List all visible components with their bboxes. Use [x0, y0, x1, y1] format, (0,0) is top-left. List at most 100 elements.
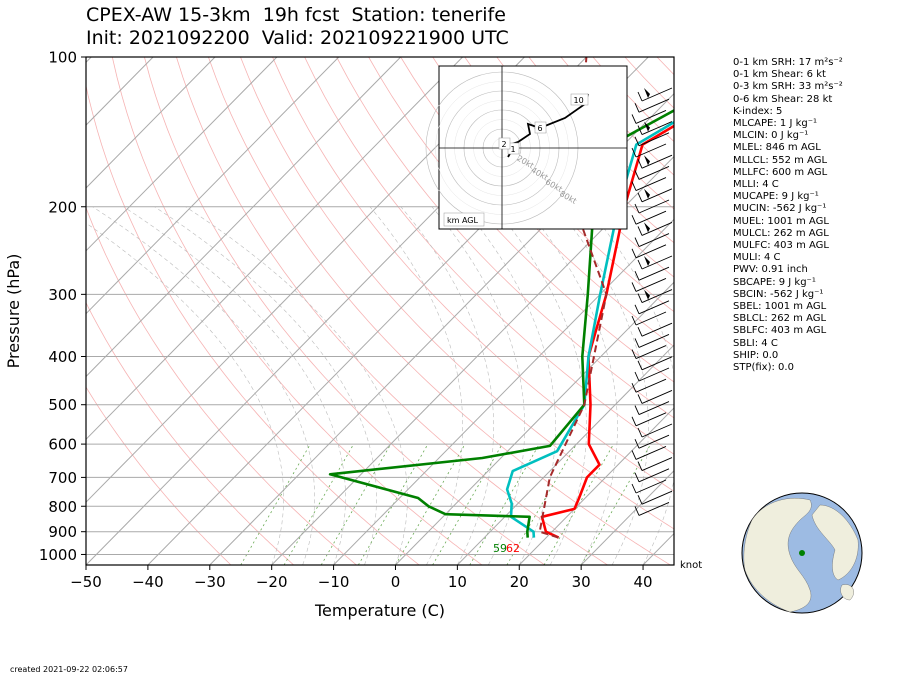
isotherm	[86, 57, 402, 378]
hodograph-label-box	[498, 137, 511, 150]
chart-title: CPEX-AW 15-3km 19h fcst Station: tenerif…	[86, 4, 506, 26]
moist-adiabat	[154, 206, 377, 565]
x-tick-label: 0	[391, 573, 401, 591]
wind-barb	[641, 356, 673, 371]
y-tick-label: 200	[48, 198, 77, 216]
x-tick-label: 20	[510, 573, 529, 591]
wind-barb-feather	[634, 304, 640, 314]
dry-adiabat	[176, 57, 608, 565]
y-tick-label: 300	[48, 286, 77, 304]
chart-subtitle: Init: 2021092200 Valid: 202109221900 UTC	[86, 27, 509, 49]
mixing-ratio-line	[240, 443, 311, 565]
wind-barb-feather	[637, 461, 643, 471]
wind-barb	[635, 109, 667, 124]
isotherm	[86, 57, 463, 441]
y-tick-label: 700	[48, 469, 77, 487]
x-tick-label: −20	[256, 573, 288, 591]
dry-adiabat	[240, 57, 674, 530]
wind-barb	[641, 457, 673, 472]
moist-adiabat	[92, 206, 315, 565]
wind-barb-feather	[631, 114, 637, 124]
wind-barb	[641, 87, 673, 102]
wind-barb-feather	[637, 495, 643, 505]
wind-barb	[641, 423, 673, 438]
wind-barbs	[631, 87, 673, 516]
wind-barb-pennant	[644, 289, 650, 300]
index-line: SBCIN: -562 J kg⁻¹	[733, 288, 824, 300]
hodograph-height-label: 10	[574, 96, 584, 105]
wind-barb-feather	[634, 271, 640, 281]
wind-barb	[641, 255, 673, 270]
mixing-ratio-line	[283, 443, 354, 565]
wind-barb	[638, 401, 670, 416]
series-line-2	[328, 109, 674, 538]
wind-barb-feather	[637, 259, 643, 270]
wind-barb-feather	[637, 427, 643, 438]
wind-barb	[641, 188, 673, 203]
wind-barb-feather	[637, 360, 643, 370]
wind-barb-feather	[634, 203, 640, 214]
mixing-ratio-line	[506, 443, 577, 565]
wind-barb-feather	[631, 248, 637, 258]
y-tick-label: 500	[48, 396, 77, 414]
wind-barb	[635, 244, 667, 259]
wind-barb	[638, 501, 670, 516]
wind-barb	[641, 289, 673, 304]
x-tick-label: 30	[572, 573, 591, 591]
isotherm	[518, 407, 674, 565]
index-line: SBLCL: 262 m AGL	[733, 313, 827, 325]
index-line: PWV: 0.91 inch	[733, 264, 808, 276]
wind-barb-feather	[631, 315, 637, 326]
wind-barb-feather	[631, 147, 637, 158]
index-line: MLCIN: 0 J kg⁻¹	[733, 130, 809, 142]
index-line: MUEL: 1001 m AGL	[733, 215, 829, 227]
station-marker	[799, 550, 805, 556]
hodograph-height-label: 1	[511, 145, 516, 154]
index-line: MLCAPE: 1 J kg⁻¹	[733, 118, 818, 130]
wind-barb-feather	[637, 192, 643, 202]
wind-barb	[641, 490, 673, 505]
dry-adiabat	[272, 57, 674, 492]
wind-barb	[641, 322, 673, 337]
wind-barb	[638, 434, 670, 449]
y-axis-label: Pressure (hPa)	[4, 254, 23, 369]
y-tick-label: 800	[48, 498, 77, 516]
index-line: MUCIN: -562 J kg⁻¹	[733, 203, 827, 215]
wind-barb	[635, 177, 667, 192]
y-tick-label: 1000	[39, 546, 77, 564]
x-axis-label: Temperature (C)	[314, 601, 445, 620]
wind-barb	[635, 479, 667, 494]
wind-units-label: knot	[680, 560, 703, 571]
dry-adiabat	[336, 57, 674, 419]
wind-barb-feather	[631, 383, 637, 393]
index-line: SBCAPE: 9 J kg⁻¹	[733, 276, 816, 288]
dry-adiabat	[86, 83, 420, 565]
x-tick-label: −40	[132, 573, 164, 591]
index-line: STP(fix): 0.0	[733, 362, 794, 374]
surface-dewpoint-label: 59	[493, 542, 507, 555]
index-line: K-index: 5	[733, 105, 783, 117]
wind-barb-feather	[637, 327, 643, 337]
wind-barb-feather	[637, 91, 643, 102]
wind-barb-feather	[631, 215, 637, 225]
wind-barb-feather	[634, 371, 640, 382]
wind-barb-feather	[634, 405, 640, 415]
y-tick-label: 100	[48, 49, 77, 67]
wind-barb	[638, 165, 670, 180]
wind-barb	[638, 266, 670, 281]
y-tick-label: 900	[48, 523, 77, 541]
wind-barb	[638, 367, 670, 382]
dry-adiabat	[144, 57, 546, 565]
index-line: 0-6 km Shear: 28 kt	[733, 93, 833, 105]
wind-barb	[638, 199, 670, 214]
series-line-3	[538, 57, 608, 539]
created-timestamp: created 2021-09-22 02:06:57	[10, 665, 128, 674]
index-line: 0-1 km SRH: 17 m²s⁻²	[733, 57, 843, 68]
index-line: SBEL: 1001 m AGL	[733, 301, 827, 313]
wind-barb-feather	[637, 159, 643, 169]
hodograph-label-box	[534, 121, 547, 134]
globe-locator	[741, 492, 863, 614]
wind-barb-pennant	[644, 155, 650, 166]
wind-barb-pennant	[644, 121, 650, 132]
plot-frame	[85, 56, 675, 566]
